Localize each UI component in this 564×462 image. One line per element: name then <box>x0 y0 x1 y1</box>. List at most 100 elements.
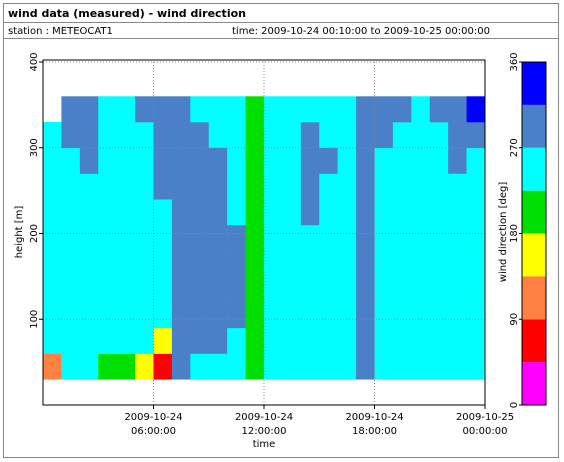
heat-cell <box>245 173 265 200</box>
heat-cell <box>116 122 136 149</box>
heat-cell <box>61 96 81 123</box>
heat-cell <box>374 173 394 200</box>
heat-cell <box>392 199 412 226</box>
heat-cell <box>429 173 449 200</box>
heat-cell <box>319 327 338 354</box>
heat-cell <box>171 250 191 277</box>
heat-cell <box>392 122 412 149</box>
heat-cell <box>61 199 81 226</box>
heat-cell <box>245 250 265 277</box>
x-tick-label: 2009-10-24 <box>235 412 293 423</box>
heat-cell <box>466 147 486 174</box>
heat-cell <box>190 173 210 200</box>
colorbar-swatch <box>522 276 546 320</box>
heat-cell <box>319 122 338 149</box>
heat-cell <box>282 173 302 200</box>
heat-cell <box>135 199 154 226</box>
heat-cell <box>135 276 154 303</box>
heat-cell <box>264 173 283 200</box>
heat-cell <box>61 122 81 149</box>
heat-cell <box>43 147 62 174</box>
heat-cell <box>208 147 228 174</box>
heat-cell <box>337 250 357 277</box>
heat-cell <box>374 250 394 277</box>
colorbar-swatch <box>522 147 546 191</box>
page-title: wind data (measured) - wind direction <box>8 7 246 20</box>
heat-cell <box>171 96 191 123</box>
heat-cell <box>374 199 394 226</box>
heat-cell <box>448 224 467 251</box>
heat-cell <box>43 327 62 354</box>
heat-cell <box>356 173 375 200</box>
heat-cell <box>429 224 449 251</box>
colorbar-label: wind direction [deg] <box>498 182 509 283</box>
heat-cell <box>116 353 136 380</box>
heat-cell <box>264 96 283 123</box>
heat-cell <box>61 276 81 303</box>
heat-cell <box>448 96 467 123</box>
heat-cell <box>356 327 375 354</box>
heat-cell <box>79 224 99 251</box>
heat-cell <box>79 173 99 200</box>
heat-cell <box>153 327 173 354</box>
heat-cell <box>319 276 338 303</box>
heat-cell <box>116 96 136 123</box>
heat-cell <box>337 302 357 329</box>
heat-cell <box>429 147 449 174</box>
heat-cell <box>43 199 62 226</box>
heat-cell <box>264 147 283 174</box>
heat-cell <box>227 147 246 174</box>
heat-cell <box>300 353 320 380</box>
heat-cell <box>466 224 486 251</box>
heat-cell <box>98 327 117 354</box>
heat-cell <box>356 250 375 277</box>
heat-cell <box>466 327 486 354</box>
heat-cell <box>466 250 486 277</box>
heat-cell <box>300 224 320 251</box>
heat-cell <box>98 224 117 251</box>
heat-cell <box>264 302 283 329</box>
heat-cell <box>374 276 394 303</box>
heat-cell <box>429 302 449 329</box>
heat-cell <box>227 327 246 354</box>
heat-cell <box>448 276 467 303</box>
heat-cell <box>245 353 265 380</box>
heat-cell <box>300 147 320 174</box>
heat-cell <box>43 276 62 303</box>
heat-cell <box>208 276 228 303</box>
heat-cell <box>208 173 228 200</box>
heat-cell <box>392 302 412 329</box>
y-tick-label: 100 <box>29 310 40 329</box>
heat-cell <box>61 353 81 380</box>
heat-cell <box>282 199 302 226</box>
heat-cell <box>319 302 338 329</box>
heat-cell <box>356 122 375 149</box>
heat-cell <box>392 147 412 174</box>
heat-cell <box>153 224 173 251</box>
heat-cell <box>116 302 136 329</box>
heat-cell <box>411 327 431 354</box>
heat-cell <box>300 250 320 277</box>
heat-cell <box>282 224 302 251</box>
heat-cell <box>116 147 136 174</box>
heat-cell <box>135 173 154 200</box>
heat-cell <box>116 173 136 200</box>
heat-cell <box>466 96 486 123</box>
heat-cell <box>411 147 431 174</box>
heat-cell <box>79 276 99 303</box>
heat-cell <box>135 147 154 174</box>
heat-cell <box>79 96 99 123</box>
heat-cell <box>61 224 81 251</box>
heat-cell <box>227 353 246 380</box>
heat-cell <box>227 302 246 329</box>
heat-cell <box>374 353 394 380</box>
heat-cell <box>300 122 320 149</box>
colorbar-swatch <box>522 362 546 405</box>
heat-cell <box>300 327 320 354</box>
heat-cell <box>208 224 228 251</box>
heat-cell <box>448 122 467 149</box>
heat-cell <box>356 199 375 226</box>
colorbar-tick-label: 90 <box>509 313 520 326</box>
heat-cell <box>135 302 154 329</box>
heat-cell <box>208 353 228 380</box>
